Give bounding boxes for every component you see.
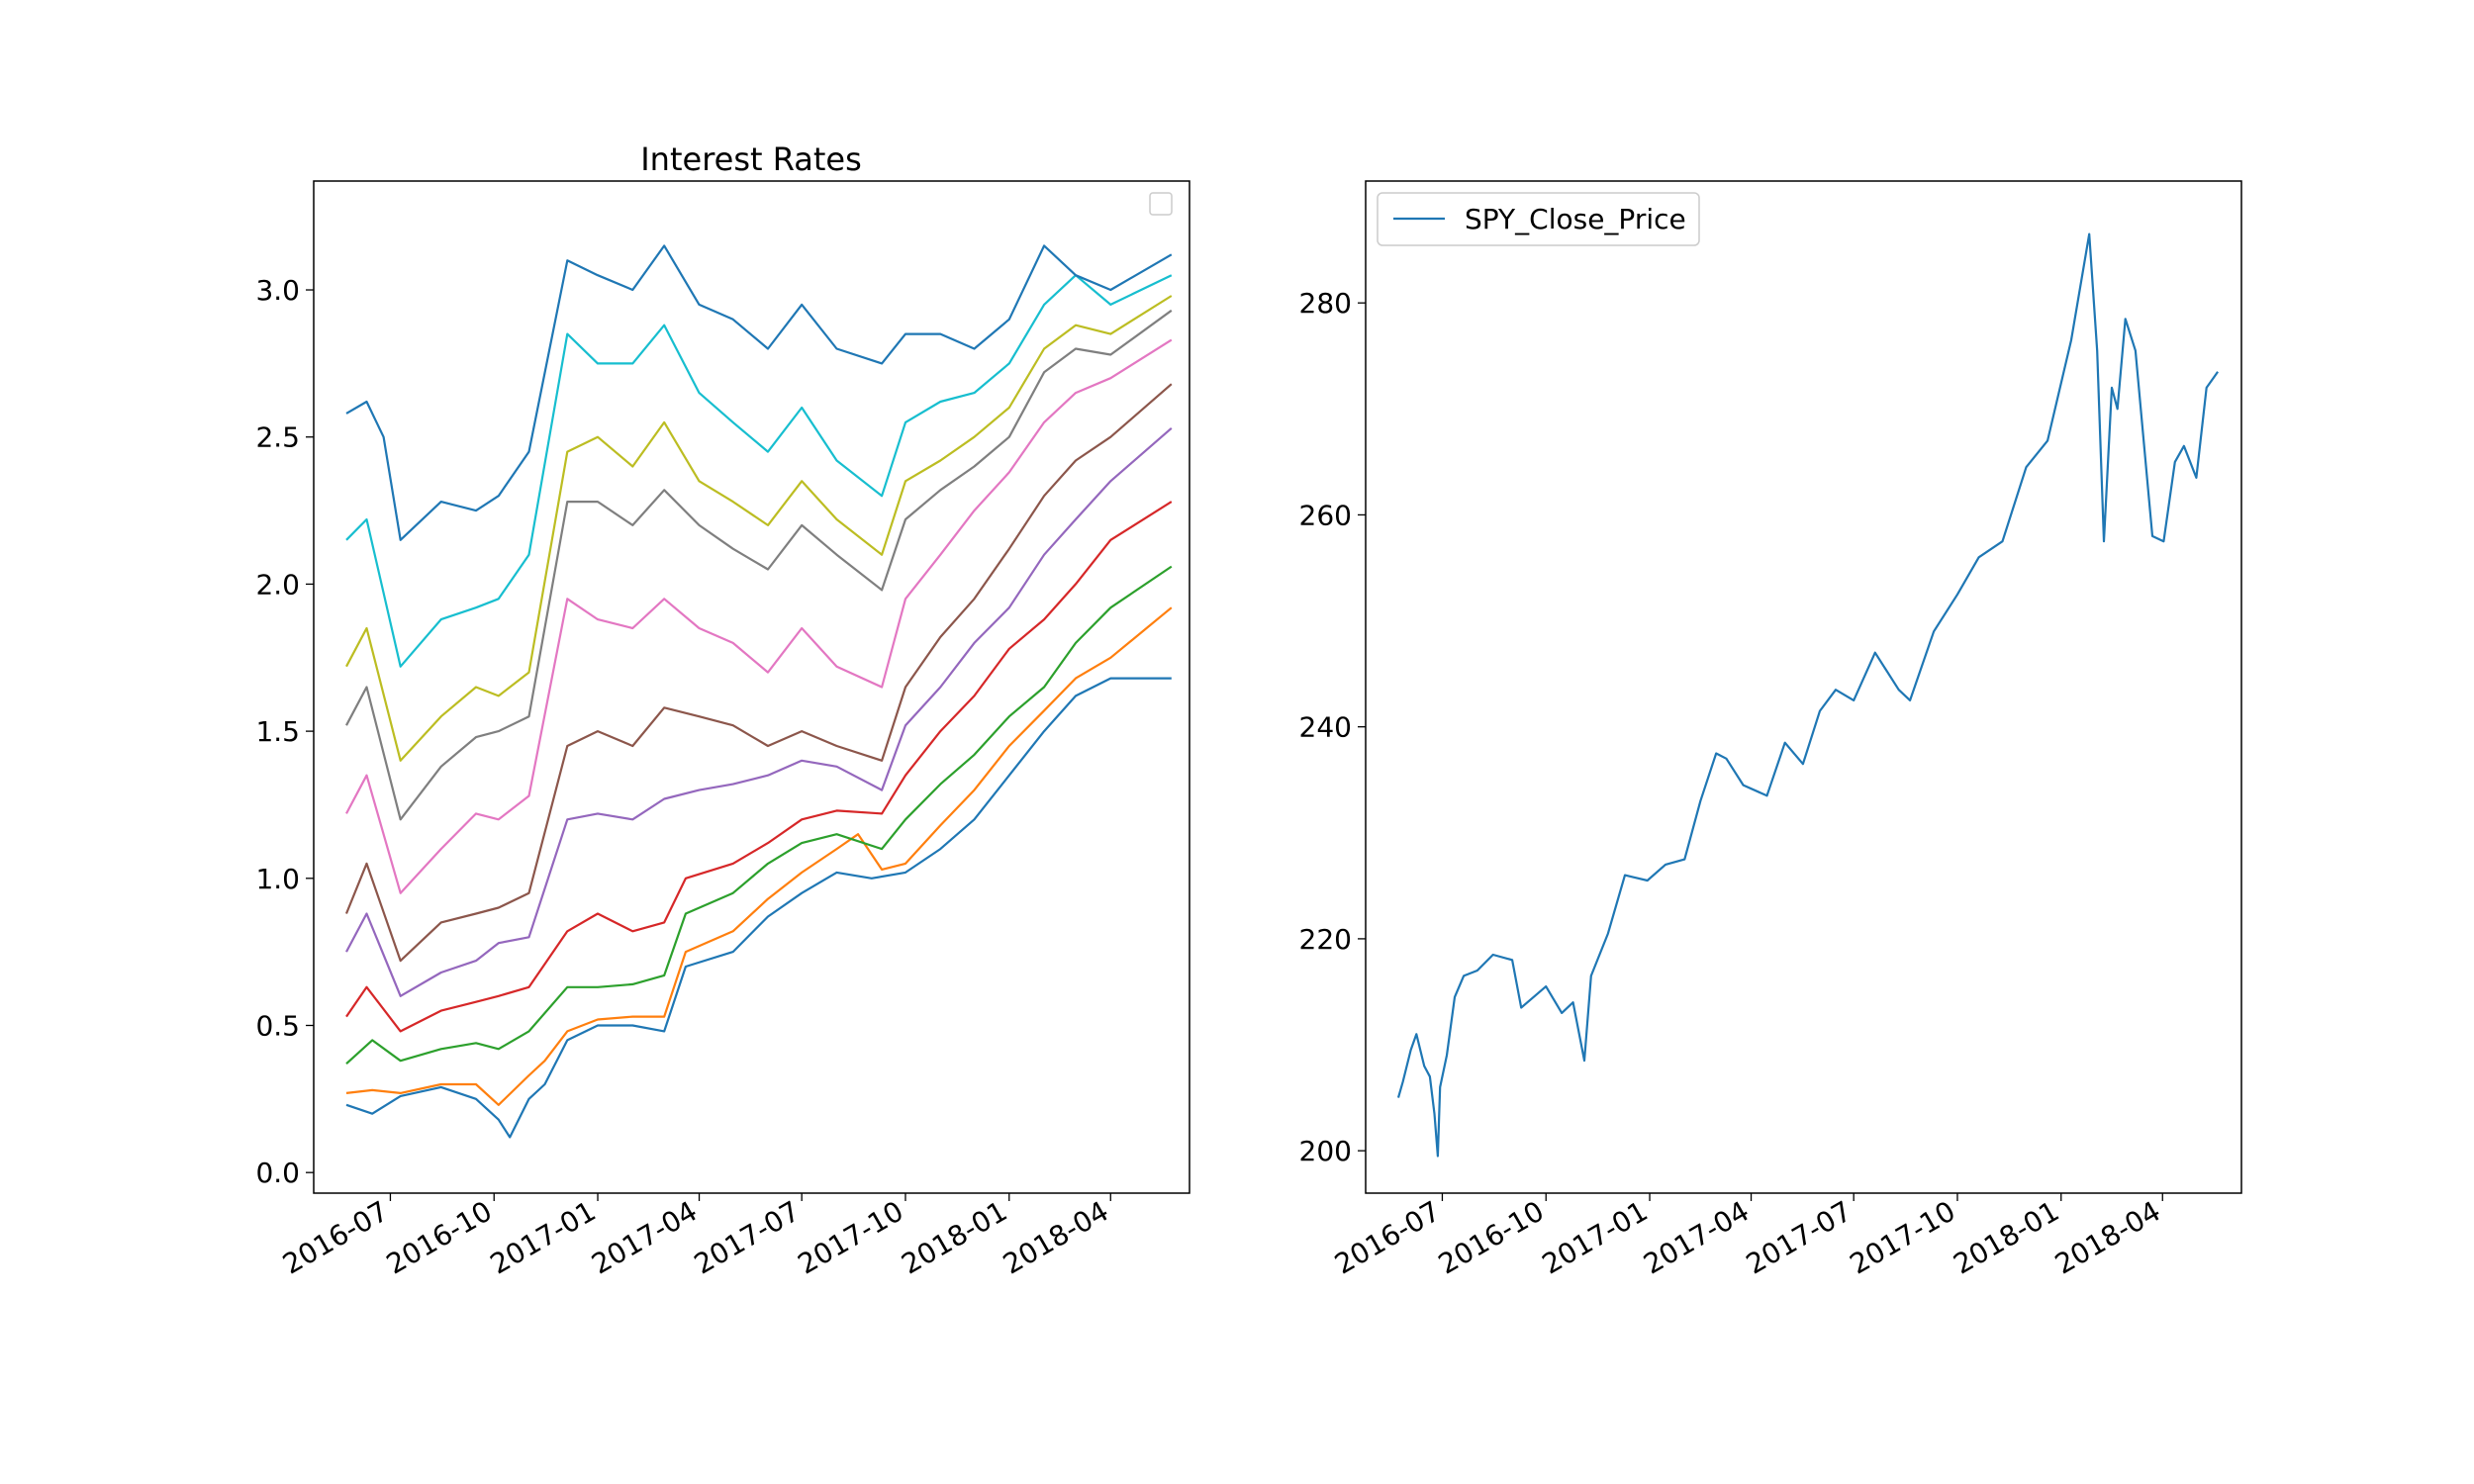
y-tick-label: 1.5 <box>255 715 300 748</box>
y-axis: 0.0 0.5 1.0 1.5 2.0 2.5 3.0 <box>255 274 314 1189</box>
series-line-6 <box>345 338 1173 894</box>
y-tick-label: 200 <box>1299 1135 1352 1167</box>
legend-box <box>1377 192 1700 246</box>
series-group <box>1396 232 2219 1158</box>
series-group <box>344 244 1173 1139</box>
series-line-3 <box>345 501 1173 1033</box>
axes-frame <box>1365 180 2242 1194</box>
y-tick-label: 220 <box>1299 923 1352 956</box>
chart-title: Interest Rates <box>640 140 862 178</box>
series-line-9 <box>345 274 1173 668</box>
legend: SPY_Close_Price <box>1377 192 1700 246</box>
series-line-4 <box>345 426 1173 997</box>
series-line-8 <box>345 295 1173 762</box>
series-line-1 <box>345 606 1173 1106</box>
y-tick-label: 0.5 <box>255 1009 300 1042</box>
series-line-0 <box>345 677 1172 1139</box>
series-line-7 <box>345 309 1173 821</box>
y-tick-label: 0.0 <box>255 1157 300 1189</box>
y-tick-label: 1.0 <box>255 863 300 895</box>
series-line-5 <box>344 383 1173 963</box>
y-tick-label: 2.0 <box>255 568 300 601</box>
series-line-10 <box>345 244 1173 541</box>
series-line-2 <box>345 565 1173 1066</box>
y-tick-label: 2.5 <box>255 421 300 454</box>
series-line-0 <box>1396 232 2219 1158</box>
legend-box <box>1149 192 1173 216</box>
y-tick-label: 260 <box>1299 499 1352 531</box>
y-tick-label: 3.0 <box>255 274 300 307</box>
y-tick-label: 280 <box>1299 287 1352 320</box>
axes-frame <box>313 180 1190 1194</box>
y-axis: 200 220 240 260 280 <box>1299 287 1366 1167</box>
legend-label: SPY_Close_Price <box>1465 203 1686 235</box>
y-tick-label: 240 <box>1299 711 1352 744</box>
